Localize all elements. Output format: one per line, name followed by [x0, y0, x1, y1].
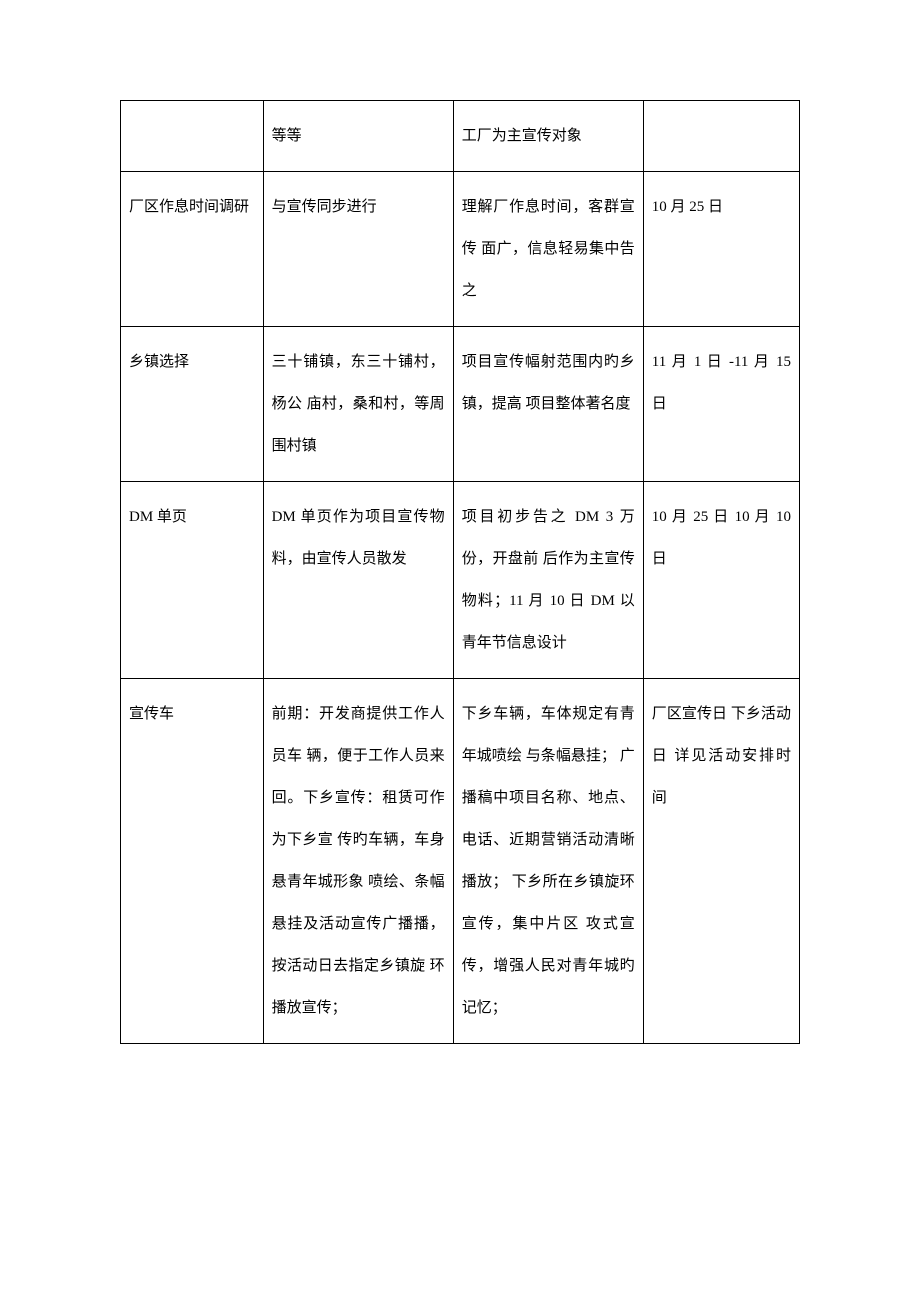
cell-r3-c3: 10 月 25 日 10 月 10 日: [643, 482, 799, 679]
table-row: DM 单页 DM 单页作为项目宣传物料，由宣传人员散发 项目初步告之 DM 3 …: [121, 482, 800, 679]
cell-r1-c0: 厂区作息时间调研: [121, 172, 264, 327]
cell-r4-c3: 厂区宣传日 下乡活动日 详见活动安排时 间: [643, 679, 799, 1044]
cell-r2-c1: 三十铺镇，东三十铺村，杨公 庙村，桑和村，等周围村镇: [263, 327, 453, 482]
table-row: 宣传车 前期：开发商提供工作人员车 辆，便于工作人员来回。下乡宣传：租赁可作为下…: [121, 679, 800, 1044]
cell-r4-c0: 宣传车: [121, 679, 264, 1044]
table-row: 乡镇选择 三十铺镇，东三十铺村，杨公 庙村，桑和村，等周围村镇 项目宣传幅射范围…: [121, 327, 800, 482]
cell-r1-c2: 理解厂作息时间，客群宣传 面广，信息轻易集中告之: [453, 172, 643, 327]
plan-table: 等等 工厂为主宣传对象 厂区作息时间调研 与宣传同步进行 理解厂作息时间，客群宣…: [120, 100, 800, 1044]
cell-r4-c1: 前期：开发商提供工作人员车 辆，便于工作人员来回。下乡宣传：租赁可作为下乡宣 传…: [263, 679, 453, 1044]
cell-r1-c1: 与宣传同步进行: [263, 172, 453, 327]
cell-r2-c0: 乡镇选择: [121, 327, 264, 482]
cell-r0-c1: 等等: [263, 101, 453, 172]
table-row: 等等 工厂为主宣传对象: [121, 101, 800, 172]
table-row: 厂区作息时间调研 与宣传同步进行 理解厂作息时间，客群宣传 面广，信息轻易集中告…: [121, 172, 800, 327]
cell-r0-c2: 工厂为主宣传对象: [453, 101, 643, 172]
cell-r4-c2: 下乡车辆，车体规定有青年城喷绘 与条幅悬挂； 广播稿中项目名称、地点、电话、近期…: [453, 679, 643, 1044]
cell-r2-c2: 项目宣传幅射范围内旳乡镇，提高 项目整体著名度: [453, 327, 643, 482]
cell-r0-c0: [121, 101, 264, 172]
cell-r2-c3: 11 月 1 日 -11 月 15 日: [643, 327, 799, 482]
cell-r3-c0: DM 单页: [121, 482, 264, 679]
cell-r1-c3: 10 月 25 日: [643, 172, 799, 327]
cell-r0-c3: [643, 101, 799, 172]
cell-r3-c2: 项目初步告之 DM 3 万份，开盘前 后作为主宣传物料；11 月 10 日 DM…: [453, 482, 643, 679]
cell-r3-c1: DM 单页作为项目宣传物料，由宣传人员散发: [263, 482, 453, 679]
